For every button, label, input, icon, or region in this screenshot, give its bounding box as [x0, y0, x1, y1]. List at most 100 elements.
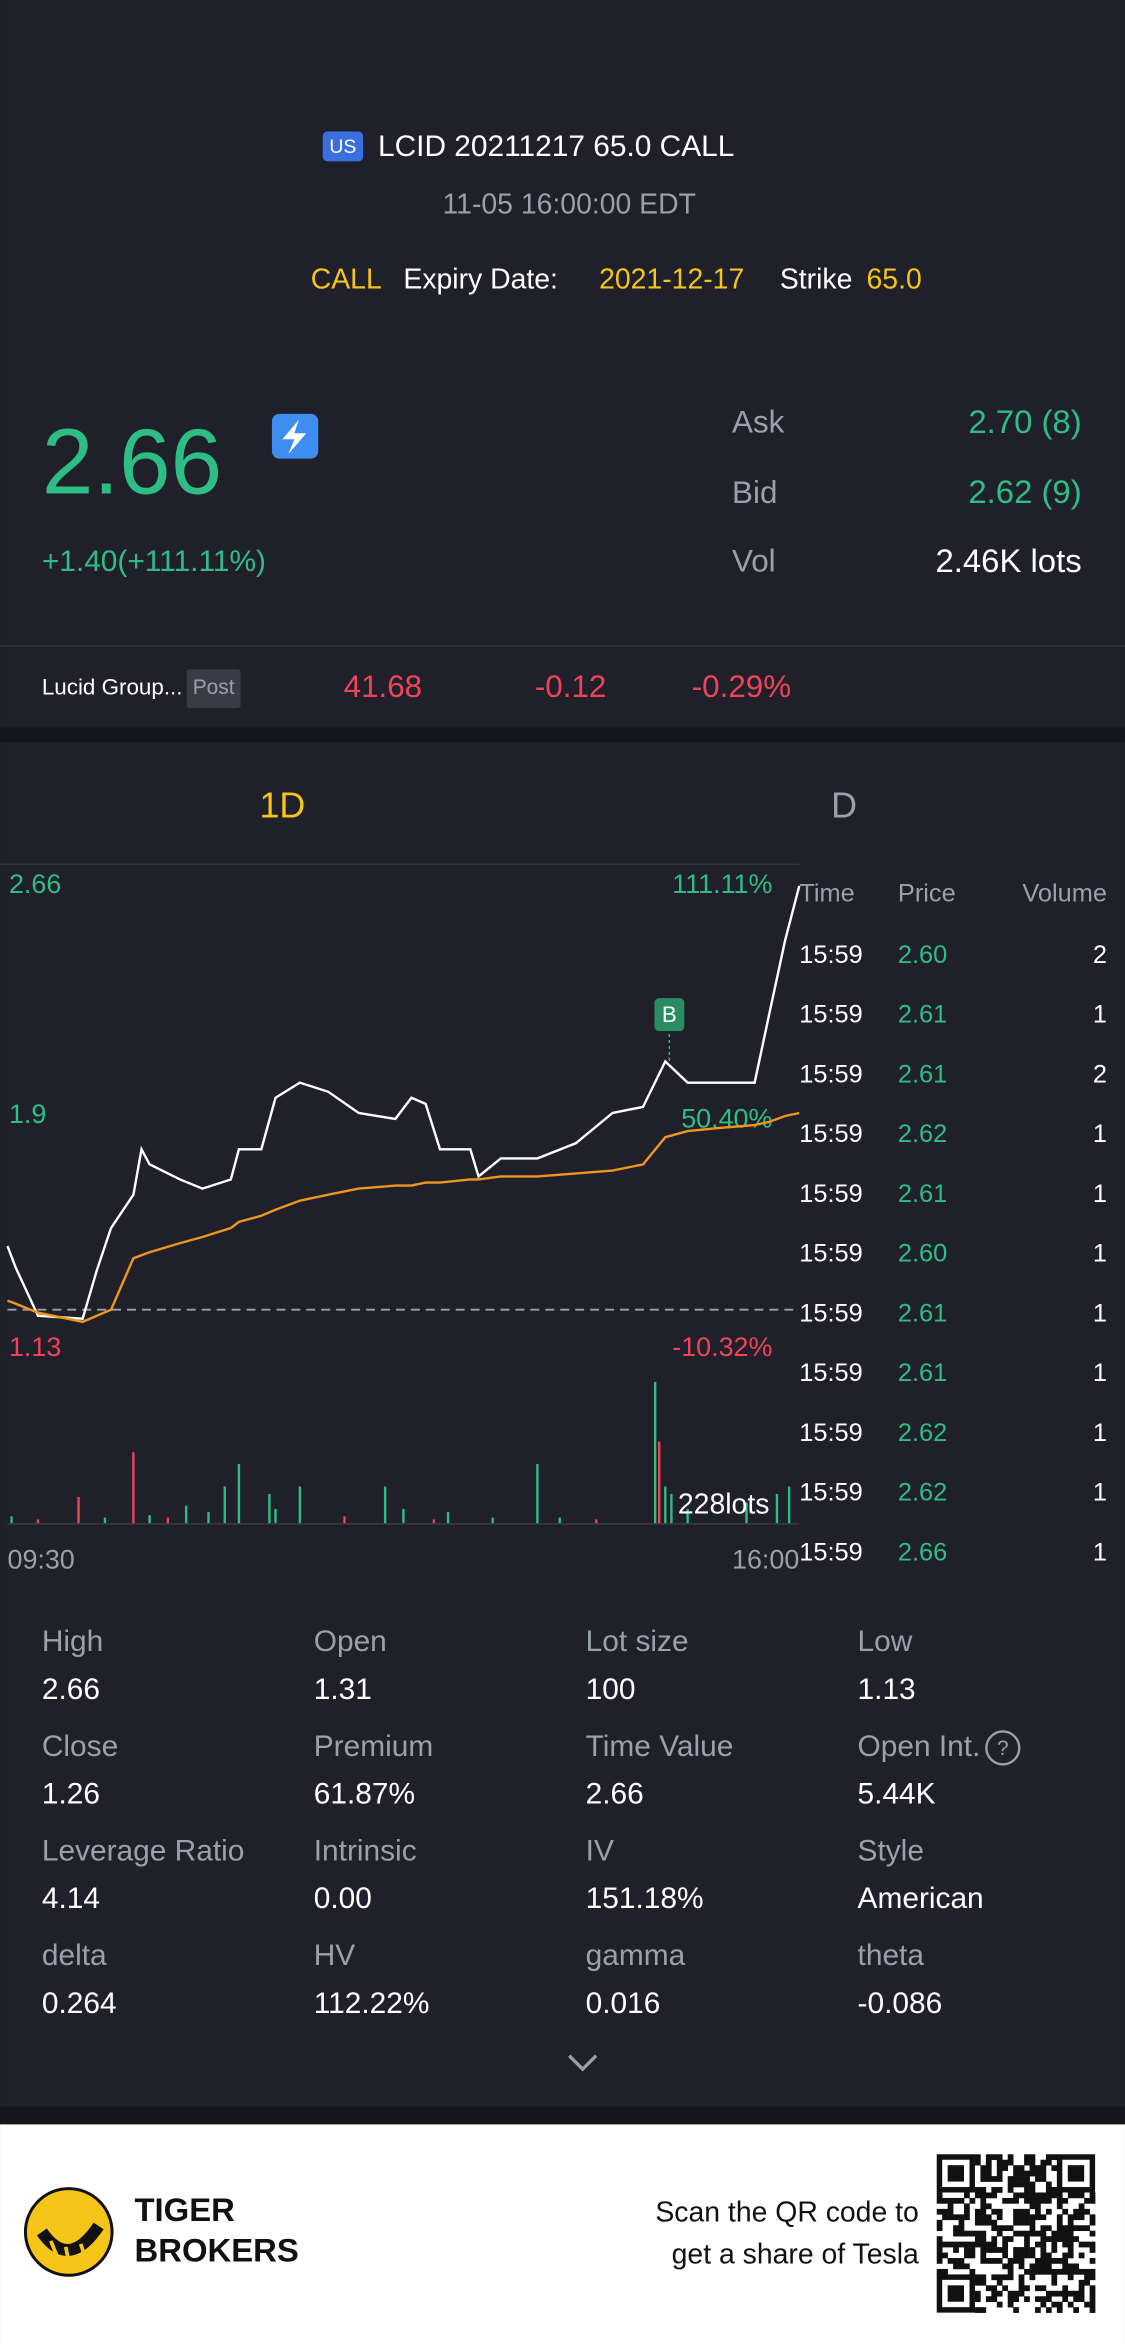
qr-module — [996, 2208, 1003, 2215]
qr-module — [991, 2274, 998, 2281]
qr-module — [1045, 2258, 1052, 2264]
qr-module — [942, 2197, 948, 2204]
qr-module — [1029, 2274, 1036, 2281]
qr-module — [1084, 2208, 1090, 2215]
qr-module — [1056, 2219, 1063, 2226]
qr-module — [958, 2241, 965, 2248]
stat-label: Close — [42, 1730, 118, 1763]
qr-module — [1002, 2263, 1009, 2270]
strike: 65.0 — [867, 263, 922, 295]
qr-code — [936, 2154, 1096, 2313]
qr-module — [1024, 2247, 1030, 2253]
qr-module — [1067, 2192, 1074, 2199]
qr-module — [996, 2187, 1003, 2193]
qr-module — [1013, 2290, 1019, 2297]
qr-module — [1078, 2290, 1085, 2297]
qr-module — [1035, 2214, 1041, 2221]
trade-column-header: Time — [799, 880, 854, 908]
qr-module — [1067, 2230, 1074, 2237]
stat-value: American — [858, 1882, 984, 1915]
qr-module — [1073, 2192, 1080, 2199]
qr-module — [1002, 2247, 1009, 2253]
qr-module — [936, 2219, 943, 2226]
qr-module — [1013, 2252, 1019, 2259]
vol-value: 2.46K lots — [936, 542, 1082, 579]
volume-bar — [36, 1519, 40, 1524]
qr-module — [1089, 2290, 1096, 2297]
qr-module — [1045, 2159, 1052, 2166]
qr-module — [958, 2214, 965, 2221]
expand-chevron[interactable] — [568, 2054, 598, 2072]
qr-module — [964, 2241, 970, 2248]
intraday-chart: 2.66 111.11% 1.9 50.40% 1.13 -10.32% 09:30 16:0… — [6, 869, 801, 1574]
qr-module — [1062, 2258, 1069, 2264]
separator — [0, 645, 1125, 647]
qr-module — [1040, 2197, 1047, 2204]
qr-module — [942, 2208, 948, 2215]
pct-label: 111.11% — [672, 869, 772, 899]
qr-module — [1051, 2290, 1058, 2297]
qr-module — [1067, 2268, 1074, 2275]
stat-value: 0.00 — [314, 1882, 372, 1915]
qr-module — [1007, 2181, 1014, 2188]
qr-module — [1029, 2247, 1036, 2253]
volume-bar — [775, 1493, 779, 1524]
qr-module — [1029, 2192, 1036, 2199]
qr-module — [969, 2241, 976, 2248]
qr-module — [1035, 2268, 1041, 2275]
stat-value: 61.87% — [314, 1778, 415, 1811]
contract-title: LCID 20211217 65.0 CALL — [378, 130, 734, 163]
qr-module — [1089, 2247, 1096, 2253]
qr-module — [1084, 2241, 1090, 2248]
qr-module — [1013, 2219, 1019, 2226]
qr-module — [1002, 2165, 1009, 2171]
qr-module — [996, 2176, 1003, 2182]
qr-module — [980, 2252, 987, 2259]
qr-module — [1062, 2225, 1069, 2232]
qr-module — [953, 2263, 959, 2270]
qr-module — [1073, 2307, 1080, 2313]
qr-module — [953, 2241, 959, 2248]
qr-module — [1040, 2252, 1047, 2259]
volume-bar — [237, 1464, 241, 1524]
qr-module — [1084, 2268, 1090, 2275]
tab-1d[interactable]: 1D — [259, 786, 305, 826]
qr-module — [1024, 2170, 1030, 2177]
qr-module — [969, 2247, 976, 2253]
volume-bar — [558, 1517, 561, 1524]
qr-module — [1073, 2296, 1080, 2303]
qr-module — [996, 2165, 1003, 2171]
qr-module — [1089, 2214, 1096, 2221]
volume-bar — [670, 1493, 673, 1524]
qr-module — [1013, 2296, 1019, 2303]
qr-module — [1029, 2230, 1036, 2237]
qr-module — [1029, 2154, 1036, 2161]
qr-module — [1024, 2241, 1030, 2248]
trade-time: 15:59 — [799, 1479, 863, 1507]
volume-bar — [132, 1452, 135, 1524]
qr-module — [1029, 2181, 1036, 2188]
qr-module — [985, 2170, 992, 2177]
qr-module — [1040, 2214, 1047, 2221]
qr-module — [1089, 2258, 1096, 2264]
qr-module — [1073, 2208, 1080, 2215]
tab-d[interactable]: D — [831, 786, 857, 826]
qr-finder — [936, 2154, 975, 2193]
qr-finder — [1056, 2154, 1096, 2193]
stat-value: 0.016 — [586, 1987, 661, 2020]
underlying-price: 41.68 — [344, 669, 422, 704]
qr-module — [1062, 2285, 1069, 2292]
qr-module — [947, 2241, 954, 2248]
last-price: 2.66 — [42, 410, 222, 514]
trade-volume: 1 — [1093, 1419, 1107, 1447]
qr-module — [1024, 2176, 1030, 2182]
trade-volume: 2 — [1093, 1060, 1107, 1088]
qr-module — [974, 2192, 981, 2199]
qr-module — [1045, 2192, 1052, 2199]
qr-module — [1078, 2279, 1085, 2286]
qr-module — [980, 2214, 987, 2221]
qr-module — [1002, 2225, 1009, 2232]
qr-module — [1045, 2296, 1052, 2303]
qr-module — [1067, 2263, 1074, 2270]
